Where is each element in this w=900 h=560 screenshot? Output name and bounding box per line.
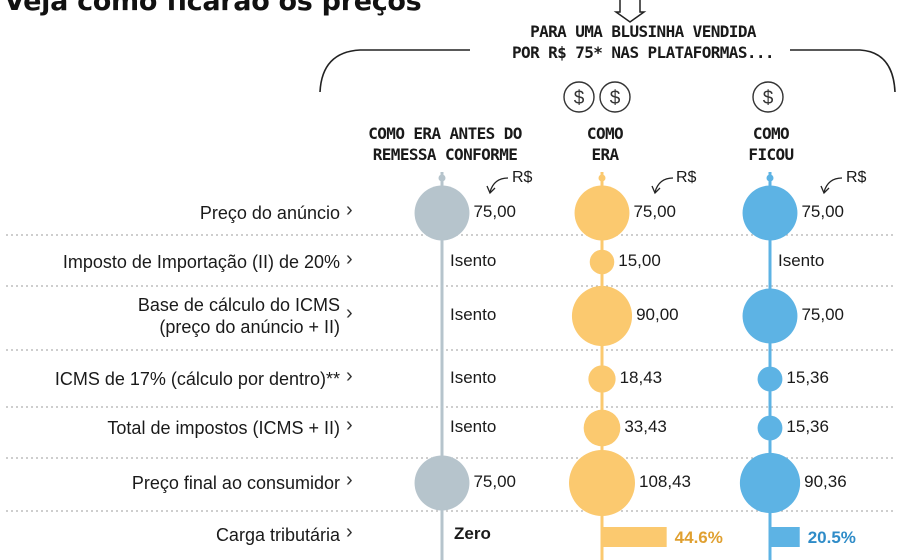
- bubble-era: [569, 450, 635, 516]
- row-label: Imposto de Importação (II) de 20%: [62, 252, 340, 272]
- coin-icon: [563, 81, 595, 113]
- unit-label-era: R$: [676, 169, 697, 186]
- coin-symbol: $: [763, 88, 774, 109]
- carga-value: 44.6%: [674, 528, 723, 547]
- column-header-era-line2: ERA: [591, 145, 619, 164]
- unit-label-ficou: R$: [846, 169, 867, 186]
- bubble-antes: [414, 185, 470, 241]
- row-label: Base de cálculo do ICMS: [137, 295, 340, 315]
- unit-label-antes: R$: [512, 169, 533, 186]
- bubble-ficou: [742, 288, 798, 344]
- value-label: 33,43: [624, 417, 667, 436]
- unit-arrow-icon: [654, 177, 674, 193]
- hand-icon: [613, 0, 647, 23]
- platform-header-line1: PARA UMA BLUSINHA VENDIDA: [530, 22, 756, 41]
- chevron-right-icon: ›: [346, 302, 353, 324]
- value-label: 15,36: [786, 368, 829, 387]
- unit-arrow-head-icon: [486, 185, 496, 195]
- coin-icon: [599, 81, 631, 113]
- value-label: Isento: [450, 305, 497, 324]
- column-header-ficou: COMO FICOU: [726, 123, 816, 165]
- value-label: 18,43: [619, 368, 663, 387]
- coin-icon: [752, 81, 784, 113]
- column-header-antes: COMO ERA ANTES DO REMESSA CONFORME: [340, 123, 550, 165]
- column-header-antes-line1: COMO ERA ANTES DO: [368, 124, 522, 143]
- value-label: 75,00: [473, 472, 516, 491]
- bubble-era: [588, 365, 616, 393]
- coin-symbol: $: [610, 88, 621, 109]
- value-label: Isento: [450, 251, 497, 270]
- unit-arrow-icon: [823, 177, 843, 193]
- value-label: Isento: [450, 368, 497, 387]
- platform-header-line2: POR R$ 75* NAS PLATAFORMAS...: [512, 43, 775, 62]
- bubble-era: [574, 185, 630, 241]
- platform-header: PARA UMA BLUSINHA VENDIDA POR R$ 75* NAS…: [478, 21, 808, 63]
- unit-arrow-head-icon: [820, 185, 830, 195]
- column-header-ficou-line1: COMO: [752, 124, 790, 143]
- bubble-ficou: [739, 452, 801, 514]
- value-label: Isento: [778, 251, 825, 270]
- chevron-right-icon: ›: [346, 469, 353, 491]
- carga-bar-era: [602, 527, 667, 547]
- bubble-ficou: [742, 185, 798, 241]
- value-label: 108,43: [639, 472, 691, 491]
- chevron-right-icon: ›: [346, 521, 353, 543]
- bubble-era: [589, 249, 615, 275]
- row-label: Carga tributária: [215, 525, 340, 545]
- value-label: 75,00: [473, 202, 516, 221]
- coin-symbol: $: [574, 88, 585, 109]
- value-label: 90,00: [636, 305, 679, 324]
- unit-arrow-head-icon: [651, 185, 661, 195]
- carga-value: Zero: [454, 524, 491, 543]
- column-header-era: COMO ERA: [560, 123, 650, 165]
- row-label: Preço do anúncio: [199, 203, 340, 223]
- bubble-era: [583, 409, 621, 447]
- value-label: 75,00: [801, 202, 844, 221]
- column-header-ficou-line2: FICOU: [748, 145, 794, 164]
- bracket-left: [319, 49, 470, 93]
- column-stem-cap-antes: [438, 174, 446, 182]
- column-stem-cap-era: [598, 174, 606, 182]
- bubble-ficou: [757, 366, 783, 392]
- value-label: 90,36: [804, 472, 847, 491]
- chevron-right-icon: ›: [346, 414, 353, 436]
- value-label: 15,36: [786, 417, 829, 436]
- row-label: Total de impostos (ICMS + II): [107, 418, 340, 438]
- column-header-antes-line2: REMESSA CONFORME: [372, 145, 518, 164]
- value-label: 75,00: [633, 202, 676, 221]
- value-label: 15,00: [618, 251, 661, 270]
- chart-marks: [414, 185, 801, 547]
- bracket-right: [790, 49, 896, 93]
- chevron-right-icon: ›: [346, 199, 353, 221]
- chevron-right-icon: ›: [346, 365, 353, 387]
- bubble-ficou: [757, 415, 783, 441]
- value-label: 75,00: [801, 305, 844, 324]
- bubble-antes: [414, 455, 470, 511]
- row-label-line2: (preço do anúncio + II): [159, 317, 340, 337]
- page-title: Veja como ficarão os preços: [4, 0, 422, 17]
- row-label: Preço final ao consumidor: [131, 473, 340, 493]
- carga-bar-ficou: [770, 527, 800, 547]
- bubble-era: [571, 285, 633, 347]
- column-header-era-line1: COMO: [586, 124, 624, 143]
- carga-value: 20.5%: [807, 528, 856, 547]
- column-stem-cap-ficou: [766, 174, 774, 182]
- chevron-right-icon: ›: [346, 248, 353, 270]
- value-label: Isento: [450, 417, 497, 436]
- unit-arrow-icon: [489, 177, 509, 193]
- row-label: ICMS de 17% (cálculo por dentro)**: [54, 369, 340, 389]
